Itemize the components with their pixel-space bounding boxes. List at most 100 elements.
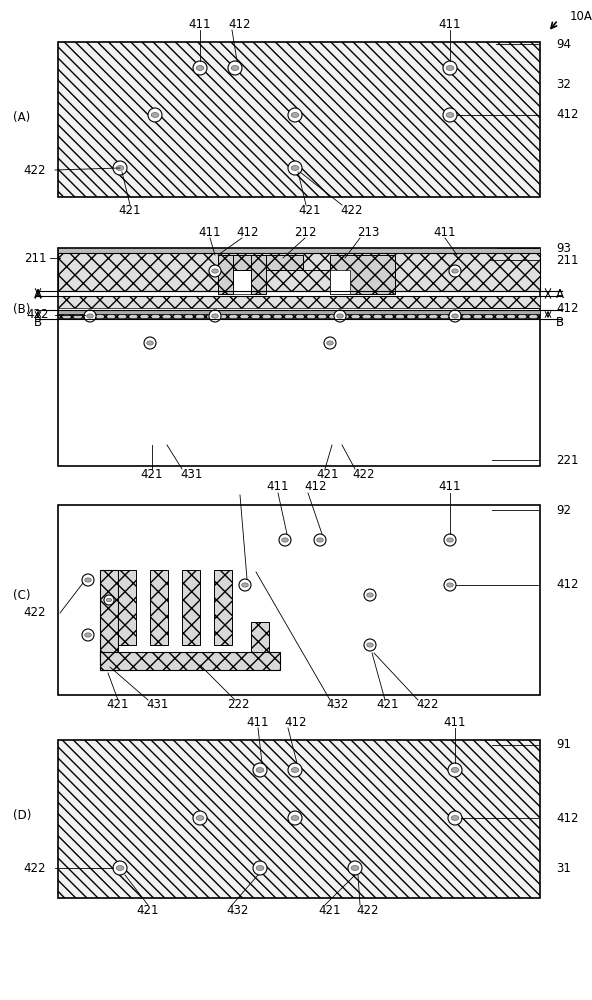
Text: B: B: [34, 316, 42, 330]
Text: 412: 412: [556, 812, 578, 824]
Text: 422: 422: [353, 468, 375, 481]
Text: 421: 421: [299, 204, 321, 217]
Text: 421: 421: [318, 904, 341, 916]
Ellipse shape: [106, 598, 112, 602]
Circle shape: [324, 337, 336, 349]
Circle shape: [239, 579, 251, 591]
Circle shape: [443, 108, 457, 122]
Text: 431: 431: [181, 468, 203, 481]
Circle shape: [84, 310, 96, 322]
Text: 421: 421: [377, 698, 399, 712]
Bar: [330, 255, 395, 294]
Text: 411: 411: [444, 716, 466, 728]
Bar: [251, 622, 269, 652]
Ellipse shape: [452, 269, 458, 273]
Text: 422: 422: [24, 861, 46, 874]
Text: 421: 421: [107, 698, 129, 712]
Text: 221: 221: [556, 454, 578, 466]
Circle shape: [448, 763, 462, 777]
Circle shape: [144, 337, 156, 349]
Text: 412: 412: [556, 302, 578, 314]
Ellipse shape: [282, 538, 288, 542]
Circle shape: [82, 629, 94, 641]
Ellipse shape: [451, 816, 459, 820]
Text: 211: 211: [24, 251, 46, 264]
Ellipse shape: [116, 866, 124, 870]
Text: 411: 411: [434, 226, 456, 238]
Circle shape: [209, 310, 221, 322]
Text: 412: 412: [229, 17, 251, 30]
Text: 222: 222: [227, 698, 249, 712]
Text: 32: 32: [556, 79, 571, 92]
Text: 411: 411: [247, 716, 269, 728]
Bar: [58, 314, 540, 318]
Text: 432: 432: [227, 904, 249, 916]
Text: 422: 422: [341, 204, 363, 217]
Text: 411: 411: [439, 17, 461, 30]
Bar: [233, 270, 251, 294]
Circle shape: [449, 310, 461, 322]
Ellipse shape: [116, 166, 124, 170]
Text: 411: 411: [267, 481, 289, 493]
Text: A: A: [556, 288, 564, 302]
Ellipse shape: [85, 578, 91, 582]
Bar: [58, 248, 540, 253]
Circle shape: [113, 161, 127, 175]
Circle shape: [314, 534, 326, 546]
Bar: [214, 570, 232, 645]
Text: 412: 412: [556, 108, 578, 121]
Bar: [330, 270, 350, 294]
Bar: [251, 255, 266, 294]
Bar: [58, 296, 540, 308]
Circle shape: [253, 861, 267, 875]
Circle shape: [193, 61, 207, 75]
Text: 421: 421: [119, 204, 141, 217]
Bar: [58, 253, 540, 291]
Bar: [150, 570, 168, 645]
Text: 422: 422: [24, 606, 46, 619]
Circle shape: [449, 265, 461, 277]
Circle shape: [448, 811, 462, 825]
Circle shape: [444, 534, 456, 546]
Ellipse shape: [85, 633, 91, 637]
Bar: [58, 248, 540, 466]
Ellipse shape: [256, 866, 264, 870]
Ellipse shape: [337, 314, 343, 318]
Ellipse shape: [446, 113, 454, 117]
Text: 422: 422: [417, 698, 439, 712]
Ellipse shape: [447, 538, 453, 542]
Text: 422: 422: [27, 308, 49, 322]
Bar: [100, 652, 280, 670]
Ellipse shape: [151, 113, 159, 117]
Ellipse shape: [451, 768, 459, 772]
Text: A: A: [34, 288, 42, 302]
Circle shape: [193, 811, 207, 825]
Circle shape: [148, 108, 162, 122]
Ellipse shape: [231, 66, 239, 70]
Circle shape: [288, 161, 302, 175]
Ellipse shape: [447, 583, 453, 587]
Text: 421: 421: [141, 468, 163, 481]
Circle shape: [443, 61, 457, 75]
Text: 411: 411: [439, 481, 461, 493]
Text: 421: 421: [317, 468, 339, 481]
Circle shape: [364, 639, 376, 651]
Text: 432: 432: [327, 698, 349, 712]
Ellipse shape: [291, 768, 299, 772]
Ellipse shape: [291, 113, 299, 117]
Bar: [233, 255, 303, 270]
Ellipse shape: [196, 816, 204, 820]
Text: 211: 211: [556, 253, 578, 266]
Text: 412: 412: [285, 716, 307, 728]
Text: 92: 92: [556, 504, 571, 516]
Bar: [118, 570, 136, 645]
Circle shape: [334, 310, 346, 322]
Ellipse shape: [452, 314, 458, 318]
Ellipse shape: [446, 66, 454, 70]
Text: (A): (A): [14, 111, 31, 124]
Circle shape: [253, 763, 267, 777]
Ellipse shape: [196, 66, 204, 70]
Bar: [100, 570, 118, 670]
Circle shape: [288, 763, 302, 777]
Text: (C): (C): [13, 588, 31, 601]
